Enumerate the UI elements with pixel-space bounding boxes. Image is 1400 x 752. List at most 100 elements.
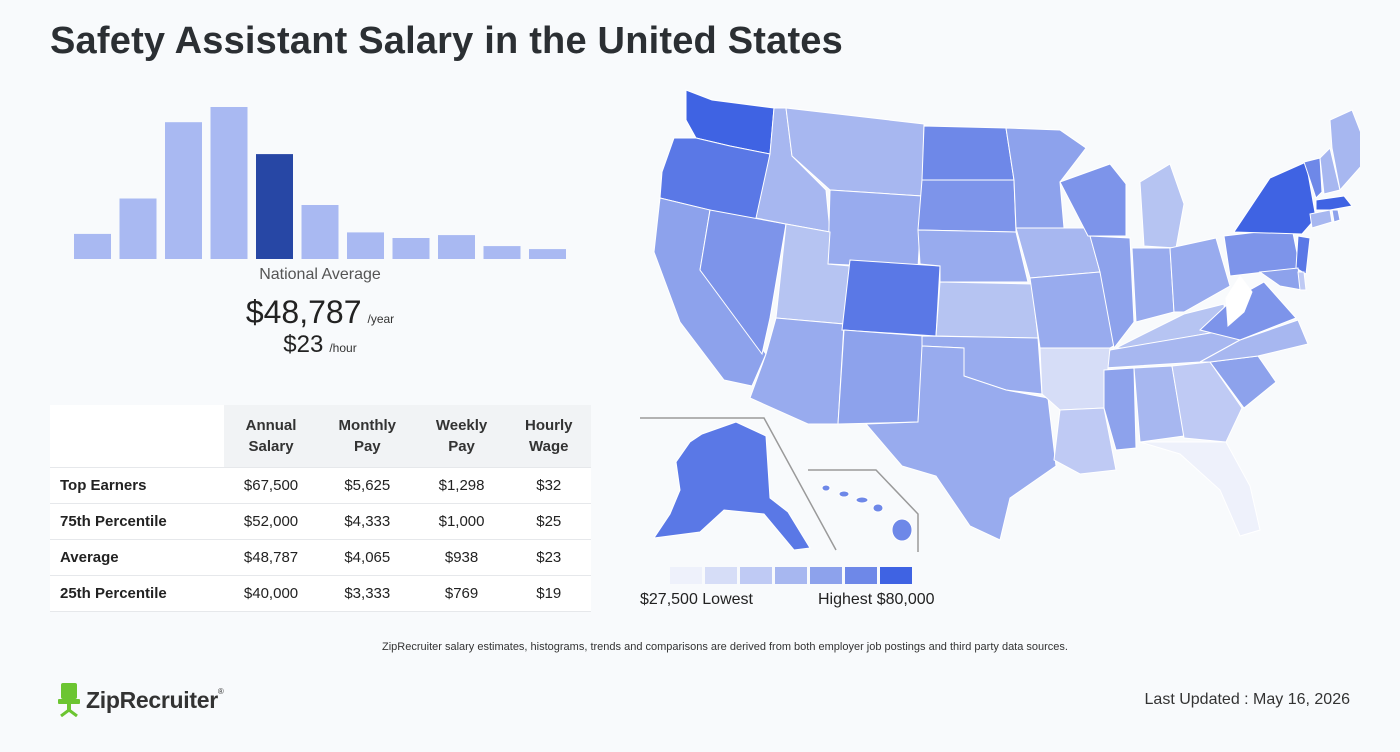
hawaii-island xyxy=(872,503,884,513)
alaska-inset-border xyxy=(640,417,837,551)
annual-salary: $48,787/year xyxy=(180,294,460,331)
hawaii-island xyxy=(838,490,850,498)
legend-low-label: $27,500 Lowest xyxy=(640,591,753,608)
state-rhode-island[interactable] xyxy=(1331,209,1341,223)
brand-name: ZipRecruiter® xyxy=(86,686,224,714)
header-line: Wage xyxy=(529,438,569,455)
legend-swatch xyxy=(810,567,842,584)
table-cell: $938 xyxy=(416,539,507,576)
legend-swatch xyxy=(880,567,912,584)
legend-swatch xyxy=(845,567,877,584)
state-texas[interactable] xyxy=(864,345,1057,541)
state-new-york[interactable] xyxy=(1233,161,1317,235)
data-source-disclaimer: ZipRecruiter salary estimates, histogram… xyxy=(382,641,1068,653)
table-cell: $4,065 xyxy=(318,539,417,576)
table-cell: $769 xyxy=(416,575,507,612)
state-michigan[interactable] xyxy=(1139,163,1185,249)
table-cell: $48,787 xyxy=(224,539,318,576)
histogram-bar xyxy=(210,107,248,259)
table-row: Top Earners $67,500 $5,625 $1,298 $32 xyxy=(50,467,591,504)
state-georgia[interactable] xyxy=(1171,361,1243,443)
header-line: Pay xyxy=(353,438,381,455)
hourly-wage-value: $23 xyxy=(283,331,324,358)
table-header-empty xyxy=(50,405,225,468)
row-label: 25th Percentile xyxy=(50,575,225,612)
state-wisconsin[interactable] xyxy=(1059,163,1127,237)
table-cell: $5,625 xyxy=(318,467,417,504)
legend-swatch xyxy=(670,567,702,584)
state-hawaii[interactable] xyxy=(821,484,913,542)
histogram-bar xyxy=(392,238,430,259)
table-cell: $23 xyxy=(506,539,591,576)
table-cell: $32 xyxy=(506,467,591,504)
histogram-bar xyxy=(301,205,339,259)
state-indiana[interactable] xyxy=(1131,247,1175,323)
state-arkansas[interactable] xyxy=(1039,347,1111,411)
state-massachusetts[interactable] xyxy=(1315,195,1353,211)
salary-histogram xyxy=(62,100,582,260)
header-line: Weekly xyxy=(435,417,488,434)
state-illinois[interactable] xyxy=(1089,235,1135,350)
state-minnesota[interactable] xyxy=(1005,127,1087,229)
hawaii-island xyxy=(891,518,913,542)
table-cell: $52,000 xyxy=(224,503,318,540)
legend-high-label: Highest $80,000 xyxy=(818,591,935,608)
histogram-bar xyxy=(438,235,475,259)
state-new-mexico[interactable] xyxy=(837,329,925,425)
row-label: Average xyxy=(50,539,225,576)
histogram-bar xyxy=(119,198,157,259)
ziprecruiter-logo[interactable]: ZipRecruiter® xyxy=(58,683,224,717)
table-header-hourly: Hourly Wage xyxy=(506,405,591,468)
state-mississippi[interactable] xyxy=(1103,367,1137,451)
histogram-bar-average xyxy=(256,154,293,259)
table-cell: $19 xyxy=(506,575,591,612)
table-cell: $1,000 xyxy=(416,503,507,540)
state-colorado[interactable] xyxy=(841,259,941,337)
state-new-jersey[interactable] xyxy=(1295,235,1311,275)
table-cell: $4,333 xyxy=(318,503,417,540)
table-cell: $40,000 xyxy=(224,575,318,612)
national-average-label: National Average xyxy=(259,266,381,283)
legend-swatch xyxy=(740,567,772,584)
histogram-bar xyxy=(483,246,521,259)
table-header-annual: Annual Salary xyxy=(224,405,318,468)
legend-swatch xyxy=(775,567,807,584)
hourly-wage: $23/hour xyxy=(180,331,460,359)
table-header-weekly: Weekly Pay xyxy=(416,405,507,468)
state-connecticut[interactable] xyxy=(1309,209,1333,229)
row-label: 75th Percentile xyxy=(50,503,225,540)
histogram-bar xyxy=(74,233,111,259)
hawaii-inset-border xyxy=(808,469,919,552)
state-florida[interactable] xyxy=(1139,441,1261,537)
table-row: 75th Percentile $52,000 $4,333 $1,000 $2… xyxy=(50,503,591,540)
hawaii-island xyxy=(821,484,831,492)
annual-salary-unit: /year xyxy=(367,312,395,326)
registered-mark: ® xyxy=(217,686,224,696)
us-salary-map xyxy=(640,86,1360,566)
chair-icon xyxy=(58,683,80,717)
table-row: Average $48,787 $4,065 $938 $23 xyxy=(50,539,591,576)
header-line: Hourly xyxy=(525,417,573,434)
state-ohio[interactable] xyxy=(1169,237,1231,313)
state-maine[interactable] xyxy=(1329,109,1360,192)
state-vermont[interactable] xyxy=(1303,157,1323,199)
table-row: 25th Percentile $40,000 $3,333 $769 $19 xyxy=(50,575,591,612)
state-west-virginia[interactable] xyxy=(1225,275,1253,328)
histogram-bar xyxy=(347,232,384,259)
state-delaware[interactable] xyxy=(1297,271,1307,291)
table-cell: $1,298 xyxy=(416,467,507,504)
state-north-dakota[interactable] xyxy=(921,125,1015,181)
header-line: Annual xyxy=(245,417,297,434)
state-alaska[interactable] xyxy=(652,421,811,551)
header-line: Monthly xyxy=(338,417,397,434)
page-title: Safety Assistant Salary in the United St… xyxy=(50,20,843,62)
brand-text: ZipRecruiter xyxy=(86,686,218,713)
table-cell: $3,333 xyxy=(318,575,417,612)
header-line: Salary xyxy=(248,438,294,455)
state-wyoming[interactable] xyxy=(827,189,923,269)
table-header-monthly: Monthly Pay xyxy=(318,405,417,468)
state-kansas[interactable] xyxy=(935,281,1039,339)
state-south-dakota[interactable] xyxy=(917,179,1017,233)
state-louisiana[interactable] xyxy=(1053,407,1117,475)
row-label: Top Earners xyxy=(50,467,225,504)
